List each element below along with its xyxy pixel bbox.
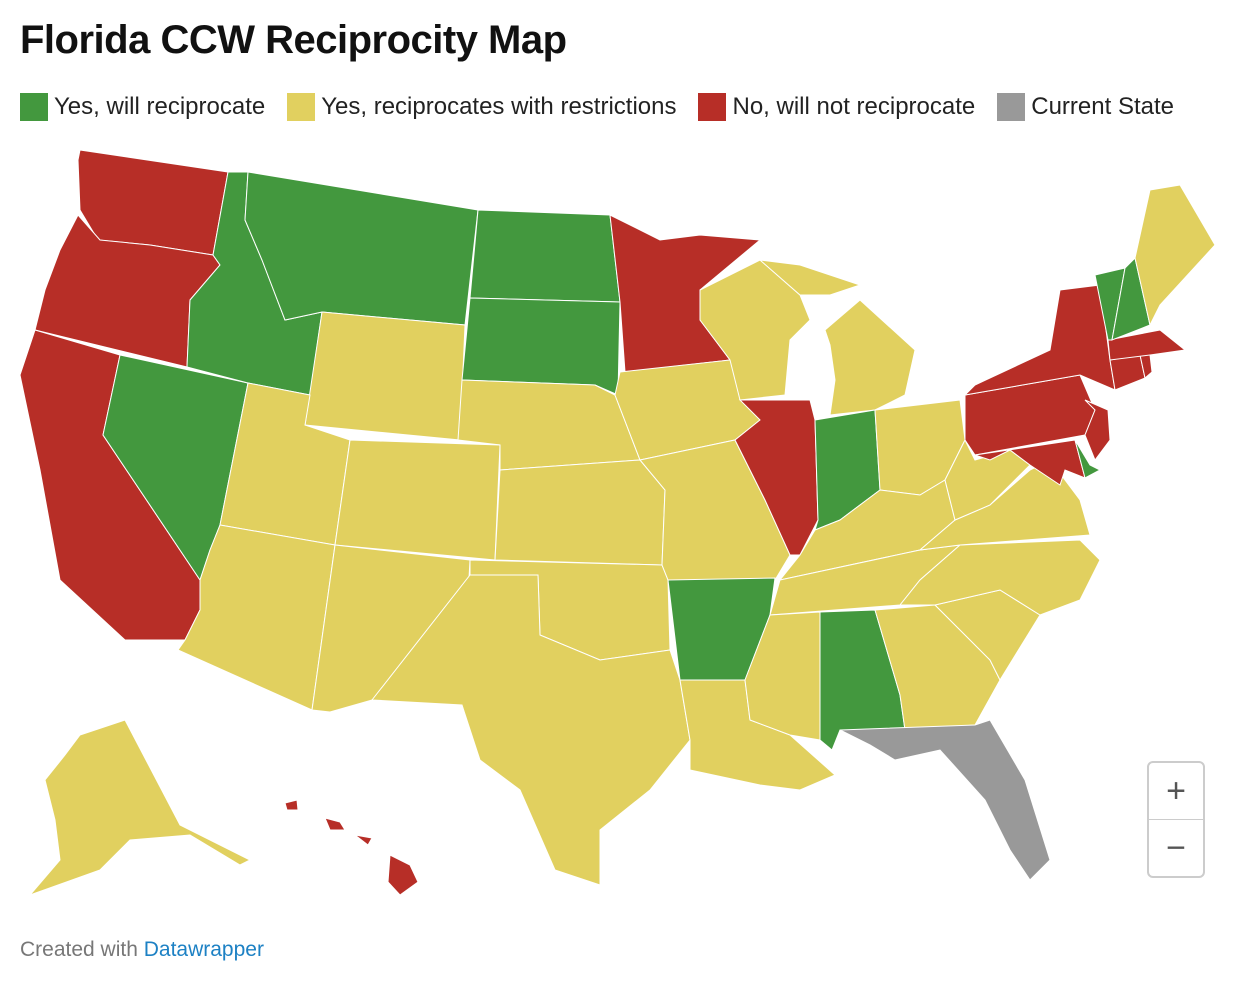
legend-label: No, will not reciprocate	[732, 93, 976, 120]
legend-item-no: No, will not reciprocate	[698, 93, 975, 121]
state-ks[interactable]	[494, 459, 666, 566]
state-wy[interactable]	[304, 311, 466, 441]
legend-swatch	[287, 93, 316, 121]
legend-item-current: Current State	[997, 93, 1174, 121]
state-ny[interactable]	[963, 284, 1116, 396]
legend-item-restricted: Yes, reciprocates with restrictions	[287, 93, 676, 121]
legend: Yes, will reciprocate Yes, reciprocates …	[20, 93, 1174, 121]
state-mi[interactable]	[758, 259, 862, 296]
legend-label: Yes, will reciprocate	[54, 93, 266, 120]
state-nc[interactable]	[898, 539, 1101, 616]
legend-swatch	[698, 93, 727, 121]
legend-label: Yes, reciprocates with restrictions	[321, 93, 677, 120]
state-sd[interactable]	[461, 297, 621, 396]
state-hi[interactable]	[387, 854, 419, 896]
datawrapper-link[interactable]: Datawrapper	[143, 938, 264, 961]
state-nj[interactable]	[1084, 399, 1111, 462]
footer-text: Created with	[20, 938, 144, 961]
state-hi[interactable]	[354, 834, 373, 846]
footer: Created with Datawrapper	[20, 938, 264, 962]
zoom-out-button[interactable]: −	[1149, 819, 1203, 876]
state-hi[interactable]	[324, 817, 346, 831]
state-wa[interactable]	[77, 149, 229, 256]
state-il[interactable]	[734, 399, 819, 556]
state-ct[interactable]	[1109, 354, 1146, 391]
state-ma[interactable]	[1107, 329, 1187, 361]
state-co[interactable]	[334, 439, 501, 561]
legend-swatch	[997, 93, 1026, 121]
state-me[interactable]	[1134, 184, 1216, 327]
state-nd[interactable]	[469, 209, 621, 303]
state-ak[interactable]	[28, 719, 252, 897]
state-hi[interactable]	[284, 799, 299, 811]
legend-item-yes: Yes, will reciprocate	[20, 93, 265, 121]
state-tx[interactable]	[371, 574, 691, 886]
zoom-control: + −	[1147, 761, 1205, 878]
legend-label: Current State	[1031, 93, 1174, 120]
state-mi[interactable]	[824, 299, 916, 416]
state-mt[interactable]	[244, 171, 479, 326]
state-fl[interactable]	[839, 719, 1051, 881]
zoom-in-button[interactable]: +	[1166, 771, 1186, 810]
map-title: Florida CCW Reciprocity Map	[20, 18, 567, 62]
state-de[interactable]	[1074, 439, 1102, 479]
legend-swatch	[20, 93, 48, 121]
